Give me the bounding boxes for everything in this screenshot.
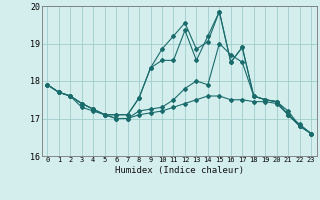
X-axis label: Humidex (Indice chaleur): Humidex (Indice chaleur) [115,166,244,175]
